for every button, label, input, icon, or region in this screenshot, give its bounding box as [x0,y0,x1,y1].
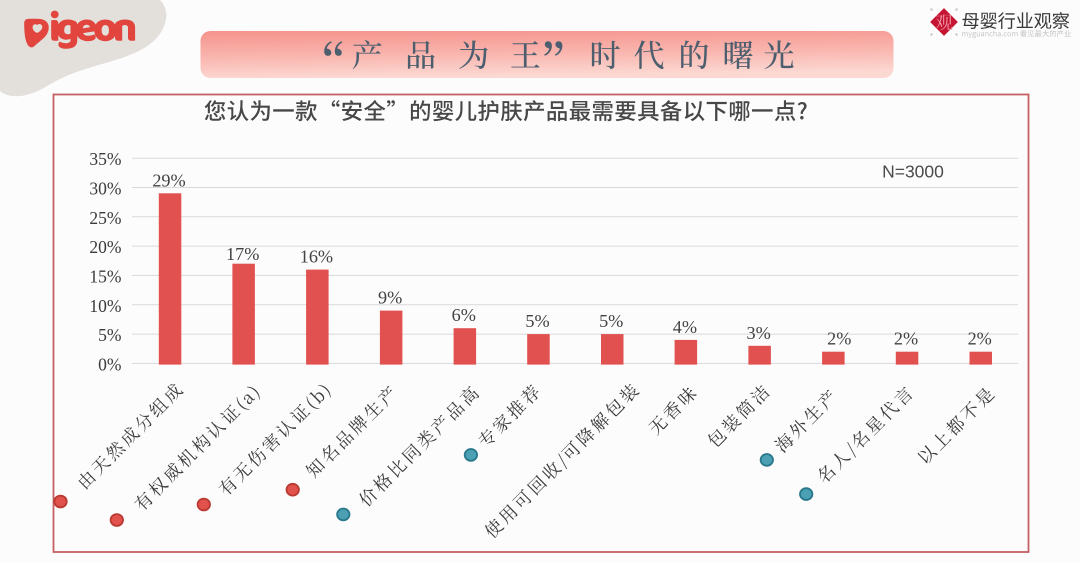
svg-text:35%: 35% [89,149,121,169]
svg-text:15%: 15% [89,266,121,286]
svg-text:5%: 5% [525,311,549,331]
svg-text:29%: 29% [152,170,185,190]
svg-text:5%: 5% [98,325,121,345]
svg-text:17%: 17% [226,244,259,264]
svg-text:3%: 3% [746,323,770,343]
svg-text:25%: 25% [89,208,121,228]
svg-text:10%: 10% [89,296,121,316]
svg-text:9%: 9% [378,288,402,308]
svg-text:N=3000: N=3000 [882,161,944,181]
svg-text:2%: 2% [827,329,851,349]
svg-text:4%: 4% [673,317,697,337]
svg-text:20%: 20% [89,237,121,257]
svg-text:2%: 2% [894,329,918,349]
svg-text:16%: 16% [300,247,333,267]
svg-text:2%: 2% [968,329,992,349]
svg-text:30%: 30% [89,179,121,199]
svg-text:5%: 5% [599,311,623,331]
svg-text:6%: 6% [452,305,476,325]
svg-text:0%: 0% [98,354,121,374]
